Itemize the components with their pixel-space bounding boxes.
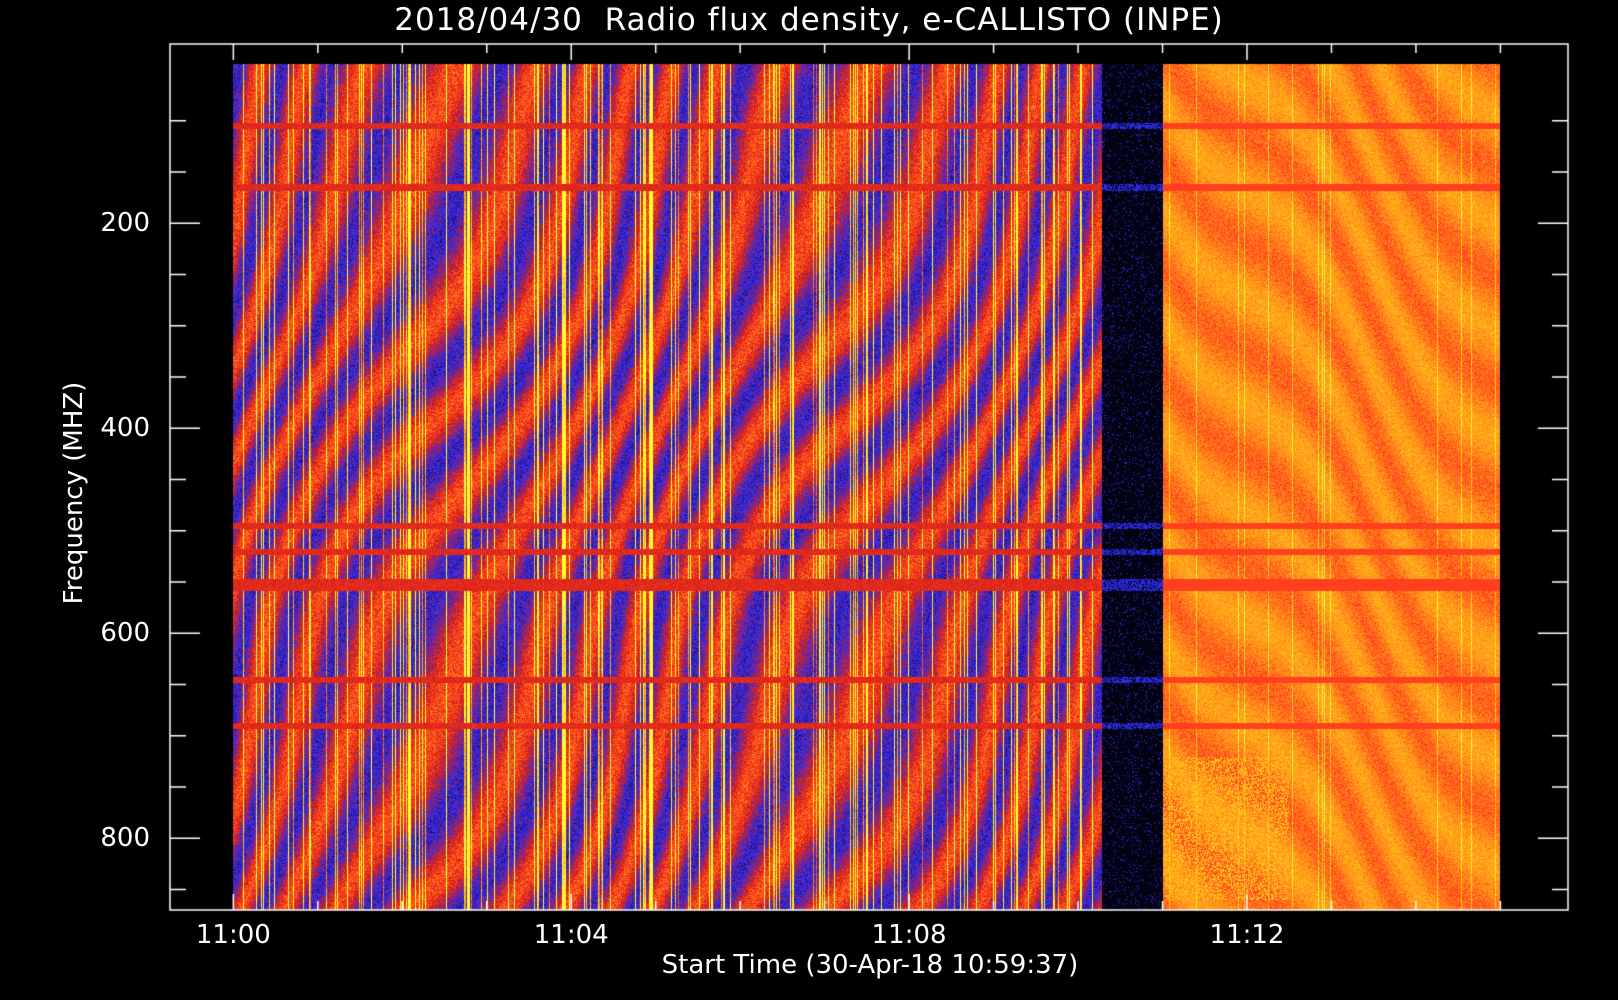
- x-tick-label: 11:08: [871, 920, 947, 950]
- chart-title: 2018/04/30 Radio flux density, e-CALLIST…: [394, 2, 1224, 38]
- y-tick-label: 800: [100, 823, 150, 854]
- x-tick-label: 11:04: [533, 920, 609, 950]
- y-tick-label: 200: [100, 208, 150, 239]
- x-tick-label: 11:00: [195, 920, 271, 950]
- y-tick-label: 400: [100, 413, 150, 444]
- x-tick-label: 11:12: [1209, 920, 1285, 950]
- y-tick-label: 600: [100, 618, 150, 649]
- x-axis-label: Start Time (30-Apr-18 10:59:37): [661, 950, 1079, 980]
